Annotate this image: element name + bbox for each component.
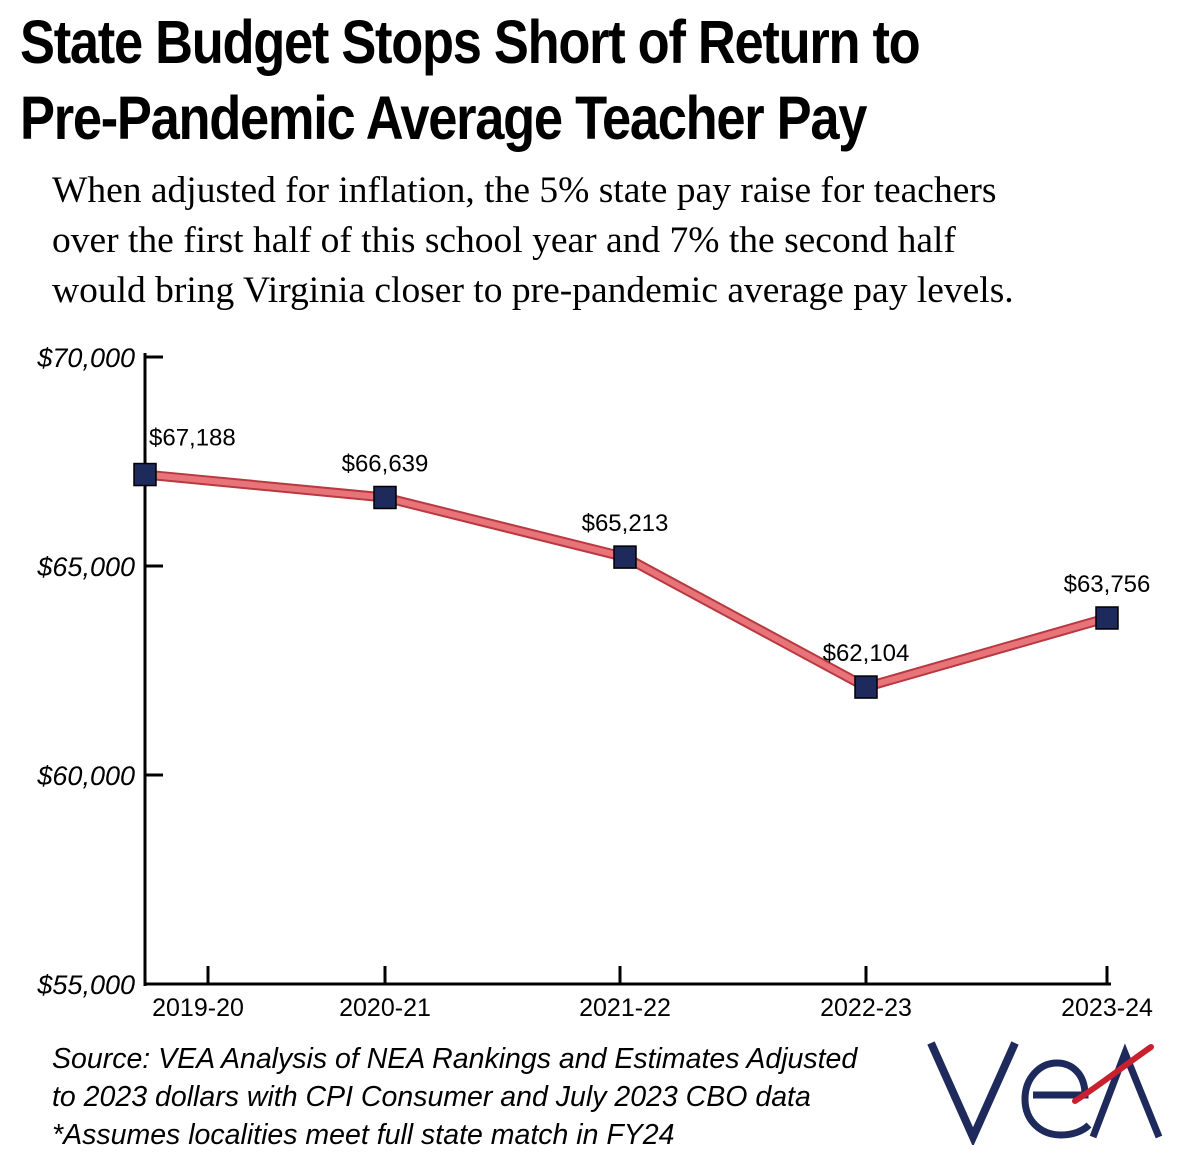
y-tick-label-60000: $60,000 [36, 761, 135, 791]
vea-logo [927, 1041, 1163, 1145]
x-tick-label-2021-22: 2021-22 [579, 994, 671, 1022]
x-tick-label-2020-21: 2020-21 [339, 994, 431, 1022]
data-label-2022-23: $62,104 [823, 640, 910, 667]
title-line-2: Pre-Pandemic Average Teacher Pay [20, 84, 867, 152]
data-marker-2021-22 [613, 545, 637, 569]
source-line-3: *Assumes localities meet full state matc… [52, 1119, 675, 1151]
y-tick-label-70000: $70,000 [36, 343, 135, 373]
data-label-2021-22: $65,213 [582, 510, 669, 537]
data-marker-2022-23 [854, 675, 878, 699]
series-line-outline [144, 469, 1109, 693]
source-line-2: to 2023 dollars with CPI Consumer and Ju… [52, 1081, 811, 1113]
subtitle-line-1: When adjusted for inflation, the 5% stat… [52, 170, 997, 211]
y-tick-label-65000: $65,000 [36, 552, 135, 582]
data-marker-2019-20 [133, 462, 157, 487]
x-tick-label-2019-20: 2019-20 [152, 994, 244, 1022]
x-tick-label-2022-23: 2022-23 [820, 994, 912, 1022]
data-marker-2020-21 [373, 485, 397, 510]
chart-subtitle: When adjusted for inflation, the 5% stat… [52, 166, 1172, 316]
data-label-2019-20: $67,188 [149, 425, 236, 452]
source-note: Source: VEA Analysis of NEA Rankings and… [52, 1040, 857, 1154]
line-chart: $55,000 $60,000 $65,000 $70,000 2019-20 2020-… [36, 343, 1153, 1022]
chart-title: State Budget Stops Short of Return to Pr… [20, 4, 1181, 156]
subtitle-line-2: over the first half of this school year … [52, 220, 956, 261]
data-label-2020-21: $66,639 [342, 450, 429, 477]
data-label-2023-24: $63,756 [1064, 571, 1151, 598]
data-marker-2023-24 [1095, 606, 1119, 630]
subtitle-line-3: would bring Virginia closer to pre-pande… [52, 270, 1014, 311]
y-tick-label-55000: $55,000 [36, 970, 135, 1000]
x-tick-label-2023-24: 2023-24 [1061, 994, 1153, 1022]
source-line-1: Source: VEA Analysis of NEA Rankings and… [52, 1043, 858, 1075]
title-line-1: State Budget Stops Short of Return to [20, 8, 921, 76]
